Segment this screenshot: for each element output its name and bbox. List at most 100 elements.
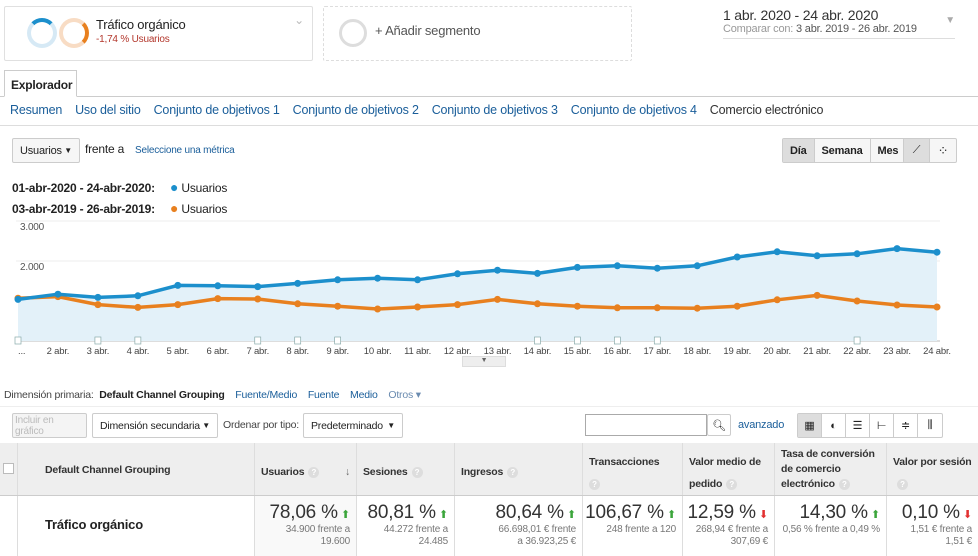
metric-change: 78,06 % — [269, 502, 339, 523]
pivot-view-icon[interactable]: ⫼ — [927, 419, 933, 431]
month-button[interactable]: Mes — [877, 144, 899, 157]
comparison-view-icon[interactable]: ⊢ — [870, 414, 894, 437]
data-point — [374, 274, 382, 282]
arrow-up-icon: ⬆ — [566, 509, 576, 521]
data-point — [174, 301, 182, 309]
x-tick-label: 8 abr. — [286, 346, 309, 355]
subnav-ecommerce[interactable]: Comercio electrónico — [709, 103, 824, 117]
select-all-checkbox[interactable] — [0, 443, 18, 495]
segment-organic[interactable]: Tráfico orgánico -1,74 % Usuarios ⌄ — [4, 6, 313, 61]
data-point — [134, 292, 142, 300]
col-header-tasa-conversion[interactable]: Tasa de conversión de comercio electróni… — [775, 443, 887, 495]
col-header-dimension[interactable]: Default Channel Grouping — [18, 443, 255, 495]
annotation-marker — [853, 336, 861, 345]
sort-label: Ordenar por tipo: — [223, 419, 299, 431]
pie-view-icon[interactable]: ◐ — [822, 414, 846, 437]
segment-ring-icon — [59, 18, 89, 48]
data-point — [414, 303, 422, 311]
table-search-input[interactable] — [585, 414, 707, 436]
y-tick-label: 2.000 — [20, 262, 45, 273]
col-header-valor-medio[interactable]: Valor medio de pedido? — [683, 443, 775, 495]
x-tick-label: 18 abr. — [683, 346, 711, 355]
x-tick-label: 24 abr. — [923, 346, 951, 355]
week-button[interactable]: Semana — [815, 139, 871, 162]
metric-cell: 80,64 % ⬆ 66.698,01 € frente a 36.923,25 … — [455, 496, 583, 556]
sort-dropdown[interactable]: Predeterminado ▼ — [303, 413, 403, 438]
data-point — [493, 266, 501, 274]
legend-item: 01-abr-2020 - 24-abr-2020: ● Usuarios — [12, 179, 228, 195]
row-dimension-value[interactable]: Tráfico orgánico — [18, 496, 255, 556]
secondary-dimension-dropdown[interactable]: Dimensión secundaria ▼ — [92, 413, 218, 438]
help-icon: ? — [507, 466, 519, 478]
annotation-marker — [134, 336, 142, 345]
add-segment-button[interactable]: + Añadir segmento — [323, 6, 632, 61]
subnav-objetivos-2[interactable]: Conjunto de objetivos 2 — [292, 103, 419, 117]
motion-chart-icon[interactable]: ⁘ — [937, 142, 949, 158]
x-tick-label: 5 abr. — [167, 346, 190, 355]
annotation-marker — [334, 336, 342, 345]
metric-detail: 0,56 % frente a 0,49 % — [782, 524, 881, 535]
term-cloud-icon[interactable]: ≑ — [894, 414, 918, 437]
subnav: Resumen Uso del sitio Conjunto de objetivo… — [10, 103, 836, 117]
data-point — [773, 248, 781, 256]
search-icon[interactable]: 🔍︎ — [707, 414, 731, 436]
col-header-usuarios[interactable]: Usuarios? ↓ — [255, 443, 357, 495]
x-tick-label: 17 abr. — [643, 346, 671, 355]
dimension-medio[interactable]: Medio — [350, 389, 378, 401]
data-point — [454, 270, 462, 278]
metric-detail: 1,51 € frente a 1,51 € — [910, 524, 973, 547]
area-fill — [18, 248, 937, 341]
data-point — [693, 304, 701, 312]
include-in-chart-button[interactable]: Incluir en gráfico — [12, 413, 87, 438]
x-tick-label: 19 abr. — [723, 346, 751, 355]
advanced-link[interactable]: avanzado — [738, 419, 785, 431]
day-button[interactable]: Día — [783, 139, 815, 162]
dimension-otros[interactable]: Otros ▾ — [388, 389, 421, 401]
performance-view-icon[interactable]: ☰ — [846, 414, 870, 437]
dimension-fuente[interactable]: Fuente — [307, 389, 340, 401]
col-header-transacciones[interactable]: Transacciones? — [583, 443, 683, 495]
x-tick-label: 23 abr. — [883, 346, 911, 355]
data-point — [573, 302, 581, 310]
data-point — [174, 281, 182, 289]
collapse-chart-button[interactable]: ▼ — [462, 356, 506, 367]
col-header-ingresos[interactable]: Ingresos? — [455, 443, 583, 495]
row-checkbox[interactable] — [0, 496, 18, 556]
subnav-objetivos-4[interactable]: Conjunto de objetivos 4 — [570, 103, 697, 117]
x-tick-label: 11 abr. — [404, 346, 431, 355]
subnav-uso-sitio[interactable]: Uso del sitio — [75, 103, 141, 117]
data-point — [14, 295, 22, 303]
arrow-up-icon: ⬆ — [666, 509, 676, 521]
data-point — [454, 301, 462, 309]
chevron-down-icon[interactable]: ⌄ — [294, 13, 304, 27]
date-range: 1 abr. 2020 - 24 abr. 2020 — [723, 7, 879, 23]
data-point — [54, 290, 62, 298]
x-tick-label: 15 abr. — [564, 346, 592, 355]
subnav-objetivos-3[interactable]: Conjunto de objetivos 3 — [431, 103, 558, 117]
metric-detail: 66.698,01 € frente a 36.923,25 € — [498, 524, 576, 547]
data-point — [334, 302, 342, 310]
dimension-current: Default Channel Grouping — [99, 389, 225, 401]
dimension-fuente-medio[interactable]: Fuente/Medio — [235, 389, 298, 401]
date-range-picker[interactable]: 1 abr. 2020 - 24 abr. 2020 Comparar con:… — [723, 7, 955, 39]
metric-dropdown[interactable]: Usuarios ▼ — [12, 138, 80, 163]
tab-explorador[interactable]: Explorador — [4, 70, 77, 97]
subnav-objetivos-1[interactable]: Conjunto de objetivos 1 — [153, 103, 280, 117]
col-header-valor-sesion[interactable]: Valor por sesión? — [887, 443, 978, 495]
help-icon: ? — [411, 466, 423, 478]
annotation-marker — [653, 336, 661, 345]
line-chart-icon[interactable]: ⟋ — [904, 139, 930, 162]
dimension-label: Dimensión primaria: — [4, 389, 94, 401]
data-point — [653, 304, 661, 312]
data-point — [733, 302, 741, 310]
col-header-sesiones[interactable]: Sesiones? — [357, 443, 455, 495]
compare-range: 3 abr. 2019 - 26 abr. 2019 — [796, 23, 917, 35]
subnav-resumen[interactable]: Resumen — [10, 103, 63, 117]
table-view-icon[interactable]: ▦ — [798, 414, 822, 437]
annotation-marker — [294, 336, 302, 345]
select-metric-link[interactable]: Seleccione una métrica — [135, 145, 235, 156]
metric-change: 12,59 % — [687, 502, 757, 523]
data-point — [893, 301, 901, 309]
help-icon: ? — [308, 466, 320, 478]
